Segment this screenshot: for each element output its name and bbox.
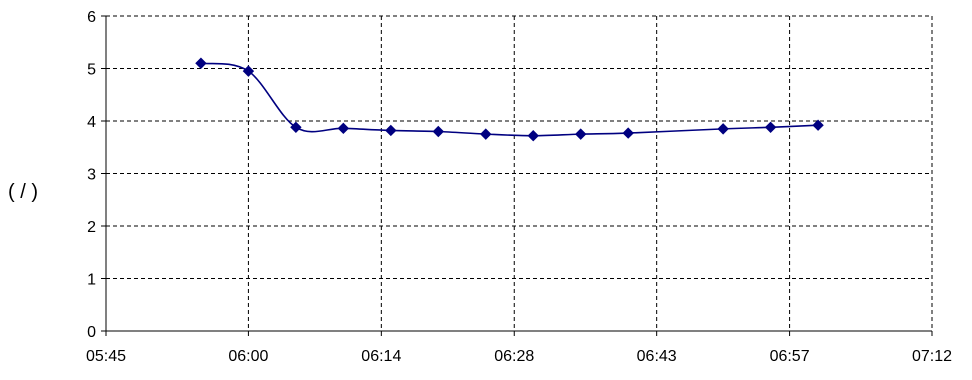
y-tick-label: 2 xyxy=(87,219,96,236)
x-tick-label: 06:14 xyxy=(361,348,401,365)
gridlines xyxy=(106,15,933,331)
y-tick-labels: 0 1 2 3 4 5 6 xyxy=(87,9,96,341)
data-point xyxy=(812,119,824,131)
x-tick-label: 06:57 xyxy=(770,348,810,365)
data-point xyxy=(242,65,255,77)
y-axis-label: ( / ) xyxy=(8,181,38,203)
data-point xyxy=(290,121,302,134)
data-point xyxy=(527,129,539,142)
x-tick-label: 07:12 xyxy=(912,348,952,365)
x-tick-label: 06:43 xyxy=(637,348,677,365)
axes xyxy=(101,15,933,336)
data-point xyxy=(195,57,207,69)
x-tick-label: 05:45 xyxy=(86,348,126,365)
series-group xyxy=(195,57,824,142)
data-point xyxy=(717,123,729,135)
data-point xyxy=(764,121,777,134)
data-point xyxy=(385,124,397,137)
y-tick-label: 6 xyxy=(87,9,96,26)
x-tick-labels: 05:45 06:00 06:14 06:28 06:43 06:57 07:12 xyxy=(86,348,952,365)
data-point xyxy=(480,128,492,140)
x-tick-label: 06:00 xyxy=(228,348,268,365)
y-tick-label: 3 xyxy=(87,167,96,184)
y-tick-label: 1 xyxy=(87,272,96,289)
data-point xyxy=(575,128,587,140)
data-point xyxy=(432,125,445,138)
x-tick-label: 06:28 xyxy=(494,348,534,365)
y-tick-label: 4 xyxy=(87,114,96,131)
y-tick-label: 5 xyxy=(87,62,96,79)
y-tick-label: 0 xyxy=(87,324,96,341)
data-point xyxy=(622,127,634,139)
data-point xyxy=(337,122,350,135)
